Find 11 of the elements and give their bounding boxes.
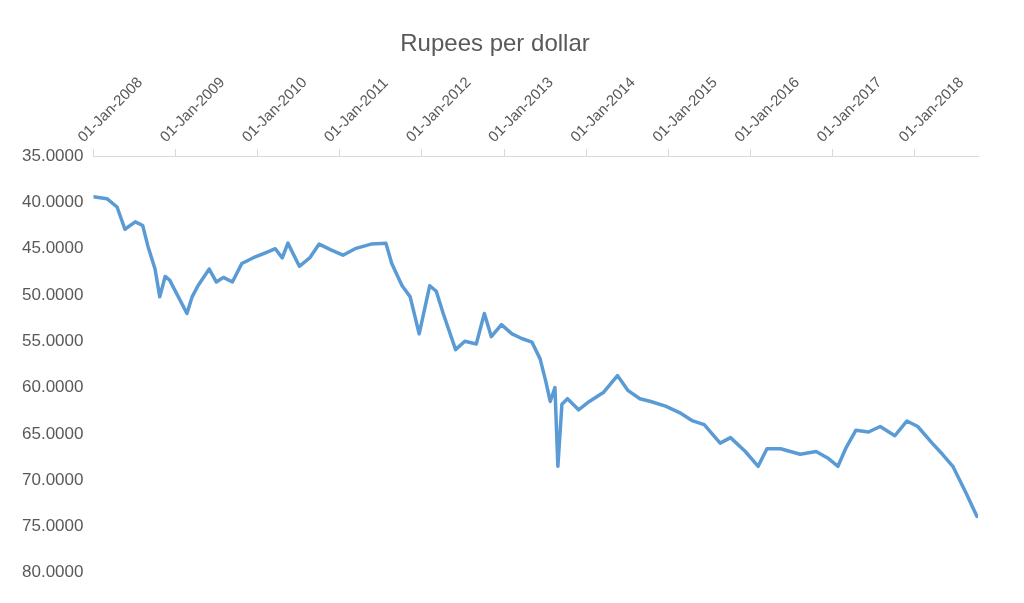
y-tick-label: 70.0000 (22, 469, 84, 489)
y-tick-label: 75.0000 (22, 516, 84, 536)
y-tick-label: 80.0000 (22, 562, 84, 582)
chart-title: Rupees per dollar (400, 29, 590, 57)
y-tick-label: 50.0000 (22, 284, 84, 304)
y-tick-label: 35.0000 (22, 145, 84, 165)
y-tick-label: 60.0000 (22, 377, 84, 397)
y-tick-label: 40.0000 (22, 192, 84, 212)
y-tick-label: 45.0000 (22, 238, 84, 258)
y-tick-label: 65.0000 (22, 423, 84, 443)
y-tick-label: 55.0000 (22, 330, 84, 350)
